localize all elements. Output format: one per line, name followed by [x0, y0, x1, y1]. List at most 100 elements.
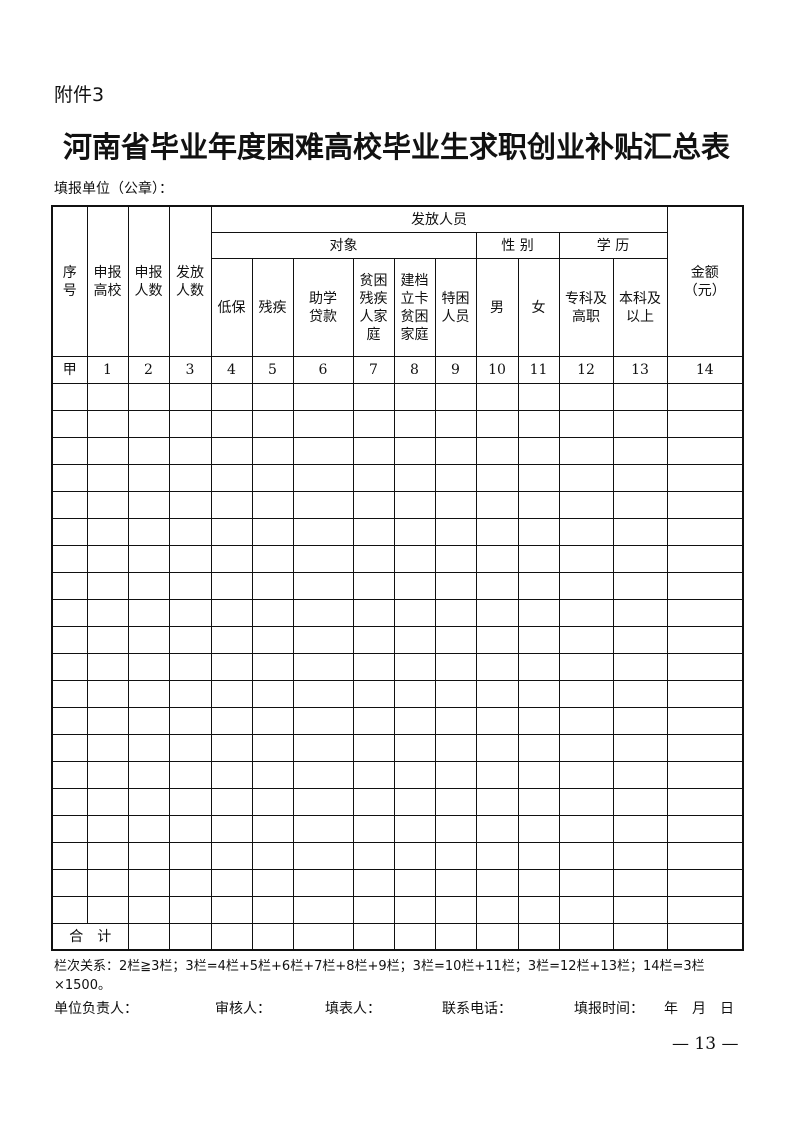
table-cell[interactable] — [612, 842, 668, 870]
table-cell[interactable] — [251, 545, 294, 573]
table-cell[interactable] — [558, 707, 614, 735]
table-cell[interactable] — [168, 896, 212, 924]
table-cell[interactable] — [393, 680, 436, 708]
table-cell[interactable] — [127, 761, 170, 789]
table-cell[interactable] — [517, 545, 560, 573]
table-cell[interactable] — [168, 518, 212, 546]
table-cell[interactable] — [517, 788, 560, 816]
table-cell[interactable] — [352, 383, 395, 411]
table-cell[interactable] — [51, 707, 88, 735]
table-cell[interactable] — [127, 518, 170, 546]
table-cell[interactable] — [666, 410, 744, 438]
table-cell[interactable] — [352, 707, 395, 735]
table-cell[interactable] — [86, 491, 129, 519]
table-cell[interactable] — [475, 437, 519, 465]
table-cell[interactable] — [292, 653, 354, 681]
table-cell[interactable] — [434, 599, 477, 627]
table-cell[interactable] — [666, 815, 744, 843]
table-cell[interactable] — [434, 572, 477, 600]
table-cell[interactable] — [210, 518, 253, 546]
table-cell[interactable] — [475, 761, 519, 789]
table-cell[interactable] — [127, 896, 170, 924]
table-cell[interactable] — [666, 896, 744, 924]
table-cell[interactable] — [434, 518, 477, 546]
table-cell[interactable] — [475, 626, 519, 654]
table-cell[interactable] — [210, 464, 253, 492]
table-cell[interactable] — [86, 410, 129, 438]
table-cell[interactable] — [666, 437, 744, 465]
table-cell[interactable] — [127, 464, 170, 492]
table-cell[interactable] — [251, 491, 294, 519]
table-cell[interactable] — [393, 653, 436, 681]
table-cell[interactable] — [251, 707, 294, 735]
table-cell[interactable] — [393, 491, 436, 519]
table-cell[interactable] — [292, 464, 354, 492]
table-cell[interactable] — [434, 896, 477, 924]
table-cell[interactable] — [210, 626, 253, 654]
table-cell[interactable] — [86, 572, 129, 600]
table-cell[interactable] — [475, 518, 519, 546]
table-cell[interactable] — [393, 572, 436, 600]
table-cell[interactable] — [666, 734, 744, 762]
table-cell[interactable] — [127, 680, 170, 708]
table-cell[interactable] — [612, 599, 668, 627]
table-cell[interactable] — [517, 599, 560, 627]
table-cell[interactable] — [168, 761, 212, 789]
table-cell[interactable] — [612, 869, 668, 897]
table-cell[interactable] — [393, 761, 436, 789]
table-cell[interactable] — [210, 680, 253, 708]
total-cell[interactable] — [292, 923, 354, 951]
table-cell[interactable] — [558, 545, 614, 573]
table-cell[interactable] — [127, 572, 170, 600]
table-cell[interactable] — [210, 842, 253, 870]
table-cell[interactable] — [352, 626, 395, 654]
table-cell[interactable] — [434, 761, 477, 789]
table-cell[interactable] — [434, 707, 477, 735]
total-cell[interactable] — [210, 923, 253, 951]
table-cell[interactable] — [434, 680, 477, 708]
table-cell[interactable] — [558, 869, 614, 897]
table-cell[interactable] — [292, 680, 354, 708]
total-cell[interactable] — [352, 923, 395, 951]
table-cell[interactable] — [352, 788, 395, 816]
table-cell[interactable] — [475, 383, 519, 411]
table-cell[interactable] — [612, 572, 668, 600]
table-cell[interactable] — [393, 410, 436, 438]
table-cell[interactable] — [251, 599, 294, 627]
table-cell[interactable] — [86, 464, 129, 492]
table-cell[interactable] — [86, 815, 129, 843]
table-cell[interactable] — [168, 572, 212, 600]
table-cell[interactable] — [251, 626, 294, 654]
table-cell[interactable] — [51, 815, 88, 843]
table-cell[interactable] — [558, 572, 614, 600]
table-cell[interactable] — [393, 788, 436, 816]
table-cell[interactable] — [393, 464, 436, 492]
table-cell[interactable] — [251, 680, 294, 708]
table-cell[interactable] — [127, 842, 170, 870]
table-cell[interactable] — [127, 653, 170, 681]
table-cell[interactable] — [666, 545, 744, 573]
table-cell[interactable] — [292, 869, 354, 897]
table-cell[interactable] — [210, 896, 253, 924]
table-cell[interactable] — [168, 491, 212, 519]
table-cell[interactable] — [127, 491, 170, 519]
table-cell[interactable] — [558, 383, 614, 411]
table-cell[interactable] — [517, 572, 560, 600]
table-cell[interactable] — [475, 545, 519, 573]
table-cell[interactable] — [210, 545, 253, 573]
total-cell[interactable] — [612, 923, 668, 951]
table-cell[interactable] — [558, 626, 614, 654]
table-cell[interactable] — [517, 491, 560, 519]
table-cell[interactable] — [86, 437, 129, 465]
table-cell[interactable] — [51, 599, 88, 627]
table-cell[interactable] — [168, 410, 212, 438]
table-cell[interactable] — [517, 653, 560, 681]
table-cell[interactable] — [475, 410, 519, 438]
table-cell[interactable] — [251, 518, 294, 546]
table-cell[interactable] — [352, 653, 395, 681]
table-cell[interactable] — [558, 680, 614, 708]
table-cell[interactable] — [666, 653, 744, 681]
table-cell[interactable] — [251, 464, 294, 492]
table-cell[interactable] — [558, 491, 614, 519]
table-cell[interactable] — [292, 707, 354, 735]
